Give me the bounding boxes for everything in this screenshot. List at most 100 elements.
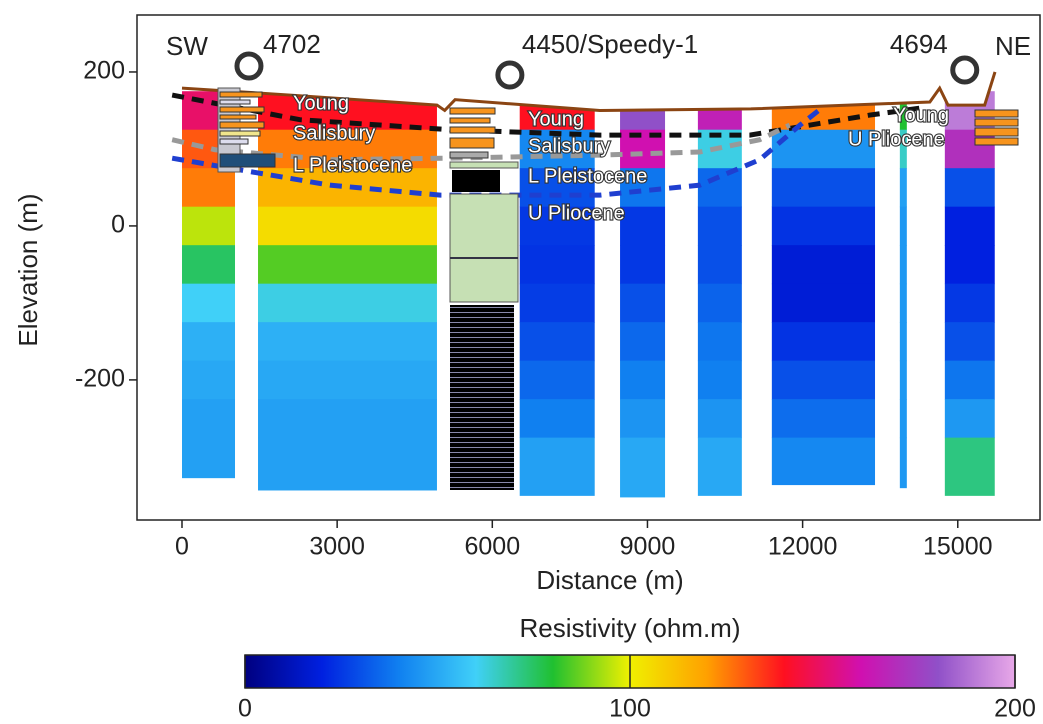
resistivity-cell — [620, 399, 666, 439]
colorbar-title: Resistivity (ohm.m) — [519, 613, 740, 643]
resistivity-cell — [899, 168, 907, 208]
resistivity-cell — [944, 206, 995, 246]
resistivity-cell — [519, 360, 595, 400]
resistivity-cell — [771, 283, 876, 323]
labels: Distance (m) Elevation (m) SW NE Resisti… — [13, 14, 1041, 723]
unit-label: U Pliocene — [848, 128, 945, 150]
well-marker — [495, 60, 525, 90]
resistivity-cell — [697, 168, 742, 208]
topography-line — [181, 71, 997, 113]
resistivity-cell — [944, 322, 995, 362]
resistivity-cell — [181, 206, 236, 246]
lithology-logs — [217, 87, 1019, 490]
resistivity-cell — [519, 283, 595, 323]
x-axis-title: Distance (m) — [536, 565, 683, 595]
resistivity-cell — [620, 283, 666, 323]
resistivity-cell — [771, 168, 876, 208]
log-bed — [449, 161, 519, 169]
x-tick-label: 9000 — [620, 533, 676, 561]
resistivity-cell — [771, 245, 876, 285]
resistivity-cell — [697, 283, 742, 323]
resistivity-cell — [899, 245, 907, 285]
x-tick-label: 12000 — [768, 533, 838, 561]
log-bed — [449, 151, 489, 159]
resistivity-cell — [944, 437, 995, 496]
log-bed — [219, 99, 251, 105]
resistivity-cell — [181, 168, 236, 208]
well-label: 4694 — [890, 29, 948, 59]
unit-label: Young — [528, 108, 584, 130]
log-bed — [449, 107, 496, 115]
resistivity-cell — [697, 437, 742, 496]
unit-label: L Pleistocene — [293, 154, 412, 176]
y-axis-title: Elevation (m) — [13, 193, 43, 346]
resistivity-cell — [771, 129, 876, 169]
resistivity-cell — [944, 283, 995, 323]
log-bed — [974, 109, 1019, 118]
resistivity-cell — [944, 360, 995, 400]
resistivity-cell — [899, 360, 907, 400]
resistivity-cell — [519, 437, 595, 496]
y-tick-label: 200 — [83, 57, 125, 85]
resistivity-cell — [697, 322, 742, 362]
resistivity-cell — [944, 245, 995, 285]
resistivity-cell — [771, 322, 876, 362]
resistivity-cell — [899, 322, 907, 362]
resistivity-cell — [899, 437, 907, 489]
log-bed — [219, 114, 257, 120]
log-bed — [219, 153, 276, 168]
resistivity-cell — [181, 360, 236, 400]
resistivity-section — [181, 91, 995, 498]
well-label: 4702 — [263, 29, 321, 59]
resistivity-cell — [620, 245, 666, 285]
x-tick-label: 0 — [175, 533, 189, 561]
unit-label: L Pleistocene — [528, 165, 647, 187]
resistivity-cell — [258, 206, 437, 246]
resistivity-cell — [258, 437, 437, 491]
resistivity-cell — [697, 399, 742, 439]
resistivity-cell — [620, 360, 666, 400]
resistivity-cell — [899, 283, 907, 323]
resistivity-cell — [258, 360, 437, 400]
y-tick-label: -200 — [75, 365, 125, 393]
resistivity-cell — [258, 168, 437, 208]
resistivity-cell — [519, 322, 595, 362]
resistivity-cell — [258, 399, 437, 439]
resistivity-cell — [771, 399, 876, 439]
log-bed — [449, 126, 496, 134]
resistivity-cell — [258, 129, 437, 169]
log-bed — [974, 127, 1019, 137]
resistivity-cell — [899, 399, 907, 439]
unit-label: Salisbury — [528, 135, 610, 157]
well-label: 4450/Speedy-1 — [522, 29, 698, 59]
log-bed — [449, 137, 495, 149]
plot-frame — [136, 14, 1041, 521]
log-bed — [449, 193, 519, 303]
resistivity-cell — [519, 245, 595, 285]
log-bed — [974, 137, 1019, 146]
x-tick-label: 6000 — [464, 533, 520, 561]
resistivity-cell — [944, 168, 995, 208]
resistivity-cell — [620, 322, 666, 362]
log-bed — [219, 138, 249, 145]
end-label: SW — [166, 31, 208, 61]
resistivity-cell — [620, 206, 666, 246]
resistivity-cell — [258, 245, 437, 285]
unit-label: U Pliocene — [528, 202, 625, 224]
well-marker — [234, 51, 264, 81]
resistivity-cell — [771, 360, 876, 400]
unit-label: Salisbury — [293, 122, 375, 144]
resistivity-cell — [519, 399, 595, 439]
resistivity-cell — [519, 129, 595, 169]
y-tick-label: 0 — [111, 211, 125, 239]
colorbar-tick-label: 100 — [609, 695, 651, 723]
resistivity-cell — [181, 283, 236, 323]
resistivity-cell — [181, 322, 236, 362]
resistivity-cell — [771, 206, 876, 246]
horizon-line — [171, 92, 921, 138]
unit-label: Young — [893, 104, 949, 126]
resistivity-cell — [620, 437, 666, 498]
log-bed — [219, 106, 265, 113]
resistivity-cell — [181, 399, 236, 439]
log-bed — [449, 117, 491, 124]
